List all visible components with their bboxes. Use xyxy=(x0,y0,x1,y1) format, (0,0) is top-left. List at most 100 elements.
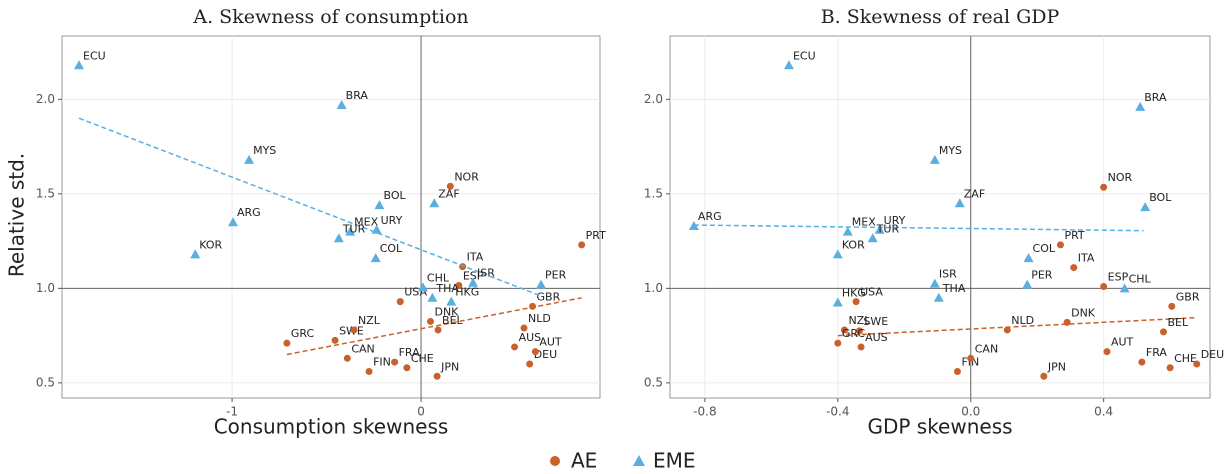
point xyxy=(832,249,843,259)
y-axis-title: Relative std. xyxy=(5,153,29,277)
fit-line xyxy=(78,117,542,297)
point-label: KOR xyxy=(199,238,222,251)
point xyxy=(529,302,537,310)
point xyxy=(1040,372,1048,380)
point-label: BOL xyxy=(383,189,406,202)
fit-line xyxy=(837,316,1197,337)
point-label: DEU xyxy=(1201,348,1224,361)
point xyxy=(1135,101,1146,111)
point-label: ECU xyxy=(83,49,106,62)
point-label: MEX xyxy=(354,216,378,229)
point xyxy=(391,358,399,366)
point-label: NZL xyxy=(358,314,381,327)
point xyxy=(1103,348,1111,356)
point-label: FIN xyxy=(373,356,391,369)
point-label: ESP xyxy=(1108,270,1129,283)
point-label: THA xyxy=(435,282,459,295)
point xyxy=(929,278,940,288)
point xyxy=(1056,241,1064,249)
point-label: NOR xyxy=(454,170,479,183)
point-label: DNK xyxy=(434,305,459,318)
point-label: HKG xyxy=(842,287,866,300)
point-label: NLD xyxy=(1011,314,1034,327)
point xyxy=(345,226,356,236)
point xyxy=(331,336,339,344)
point xyxy=(867,233,878,243)
y-tick-label: 1.0 xyxy=(644,281,663,295)
point-label: ARG xyxy=(698,210,722,223)
point xyxy=(343,354,351,362)
point-label: NZL xyxy=(848,314,871,327)
point xyxy=(1166,364,1174,372)
y-tick-label: 0.5 xyxy=(36,375,55,389)
point xyxy=(446,182,454,190)
point-label: GBR xyxy=(537,290,561,303)
point-label: DNK xyxy=(1071,306,1096,319)
point xyxy=(1140,202,1151,212)
point xyxy=(429,198,440,208)
point-label: ARG xyxy=(237,206,261,219)
point-label: CHE xyxy=(1174,352,1197,365)
point xyxy=(857,343,865,351)
point xyxy=(526,360,534,368)
point xyxy=(374,200,385,210)
point xyxy=(333,233,344,243)
point xyxy=(929,154,940,164)
y-tick-label: 1.5 xyxy=(36,186,55,200)
point-label: ESP xyxy=(463,270,484,283)
point xyxy=(1119,283,1130,293)
x-tick-label: -1 xyxy=(226,405,238,419)
point-label: NLD xyxy=(528,312,551,325)
point xyxy=(244,154,255,164)
point xyxy=(1063,318,1071,326)
point-label: GRC xyxy=(291,327,315,340)
point-label: AUT xyxy=(539,336,562,349)
chart-title: B. Skewness of real GDP xyxy=(821,6,1060,28)
point-label: ITA xyxy=(1078,252,1095,265)
point xyxy=(1023,253,1034,263)
point-label: ISR xyxy=(477,267,495,280)
point xyxy=(403,364,411,372)
point-label: CHL xyxy=(427,271,450,284)
point-label: TUR xyxy=(342,222,366,235)
point-label: NOR xyxy=(1108,171,1133,184)
point xyxy=(1070,264,1078,272)
point-label: CAN xyxy=(351,342,374,355)
point-label: ITA xyxy=(467,251,484,264)
point-label: DEU xyxy=(534,348,557,361)
point-label: COL xyxy=(380,242,403,255)
point xyxy=(434,326,442,334)
point xyxy=(1003,326,1011,334)
point xyxy=(228,217,239,227)
point-label: URY xyxy=(381,214,403,227)
point xyxy=(190,249,201,259)
point xyxy=(520,324,528,332)
point-label: FRA xyxy=(399,346,421,359)
point-label: COL xyxy=(1033,242,1056,255)
point-label: AUS xyxy=(865,331,888,344)
point xyxy=(840,326,848,334)
point-label: USA xyxy=(860,286,883,299)
point-label: ISR xyxy=(939,268,957,281)
point-label: FRA xyxy=(1146,346,1168,359)
x-axis-title: GDP skewness xyxy=(867,415,1012,439)
point xyxy=(468,277,479,287)
point xyxy=(427,292,438,302)
point xyxy=(954,198,965,208)
point-label: PER xyxy=(1031,269,1053,282)
chart-title: A. Skewness of consumption xyxy=(192,6,468,28)
point xyxy=(283,339,291,347)
point xyxy=(74,60,85,70)
point xyxy=(455,282,463,290)
point-label: URY xyxy=(884,214,906,227)
point-label: AUT xyxy=(1111,336,1134,349)
point xyxy=(417,282,428,292)
point xyxy=(1100,282,1108,290)
point-label: BRA xyxy=(1144,91,1167,104)
point xyxy=(350,326,358,334)
point xyxy=(688,220,699,230)
point xyxy=(1138,358,1146,366)
y-tick-label: 1.0 xyxy=(36,281,55,295)
point-label: CHL xyxy=(1129,272,1152,285)
point xyxy=(1159,328,1167,336)
